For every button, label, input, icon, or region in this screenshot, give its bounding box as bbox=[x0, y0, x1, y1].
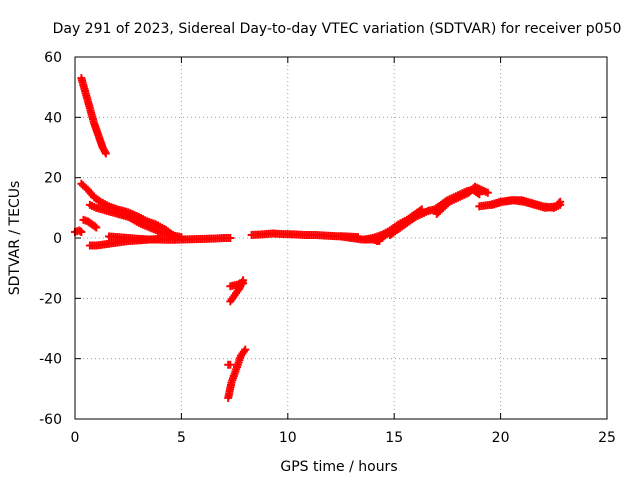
data-point-markers bbox=[77, 179, 177, 239]
x-tick-label: 15 bbox=[385, 430, 403, 446]
series-arc-h bbox=[224, 345, 250, 402]
y-tick-label: 60 bbox=[44, 50, 62, 66]
y-tick-label: -20 bbox=[39, 291, 62, 307]
series-arc-n bbox=[360, 205, 426, 244]
y-tick-label: 0 bbox=[53, 231, 62, 247]
chart-title: Day 291 of 2023, Sidereal Day-to-day VTE… bbox=[53, 21, 622, 37]
data-point-markers bbox=[360, 205, 426, 244]
x-tick-label: 0 bbox=[71, 430, 80, 446]
x-tick-label: 5 bbox=[177, 430, 186, 446]
y-tick-label: -40 bbox=[39, 352, 62, 368]
series-arc-e bbox=[71, 226, 86, 236]
data-point-markers bbox=[488, 196, 565, 212]
series-arc-i bbox=[224, 360, 235, 369]
y-tick-label: 20 bbox=[44, 171, 62, 187]
data-point-markers bbox=[224, 345, 250, 402]
data-point-markers bbox=[226, 279, 248, 291]
series-arc-d bbox=[79, 215, 101, 232]
series-arc-b bbox=[77, 179, 177, 239]
data-point-markers bbox=[224, 360, 235, 369]
data-point-markers bbox=[385, 206, 433, 239]
x-tick-label: 25 bbox=[598, 430, 616, 446]
y-axis-label: SDTVAR / TECUs bbox=[7, 181, 23, 296]
y-tick-label: -60 bbox=[39, 412, 62, 428]
x-tick-label: 20 bbox=[492, 430, 510, 446]
series-arc-p bbox=[385, 206, 433, 239]
series-arc-g bbox=[105, 232, 235, 244]
data-point-markers bbox=[105, 232, 235, 244]
data-point-markers bbox=[432, 182, 492, 218]
series-arc-c bbox=[85, 200, 186, 242]
data-point-markers bbox=[85, 200, 186, 242]
series-arc-r bbox=[432, 182, 492, 218]
y-tick-label: 40 bbox=[44, 110, 62, 126]
data-point-markers bbox=[79, 215, 101, 232]
axis-ticks: 0 5 10 15 20 25 -60 -40 -20 0 20 40 60 bbox=[39, 50, 616, 446]
data-point-markers bbox=[77, 74, 110, 158]
x-tick-label: 10 bbox=[279, 430, 297, 446]
data-points bbox=[71, 74, 565, 402]
x-axis-label: GPS time / hours bbox=[280, 459, 397, 475]
series-arc-a bbox=[77, 74, 110, 158]
series-arc-t bbox=[488, 196, 565, 212]
series-arc-k bbox=[226, 279, 248, 291]
data-point-markers bbox=[71, 226, 86, 236]
